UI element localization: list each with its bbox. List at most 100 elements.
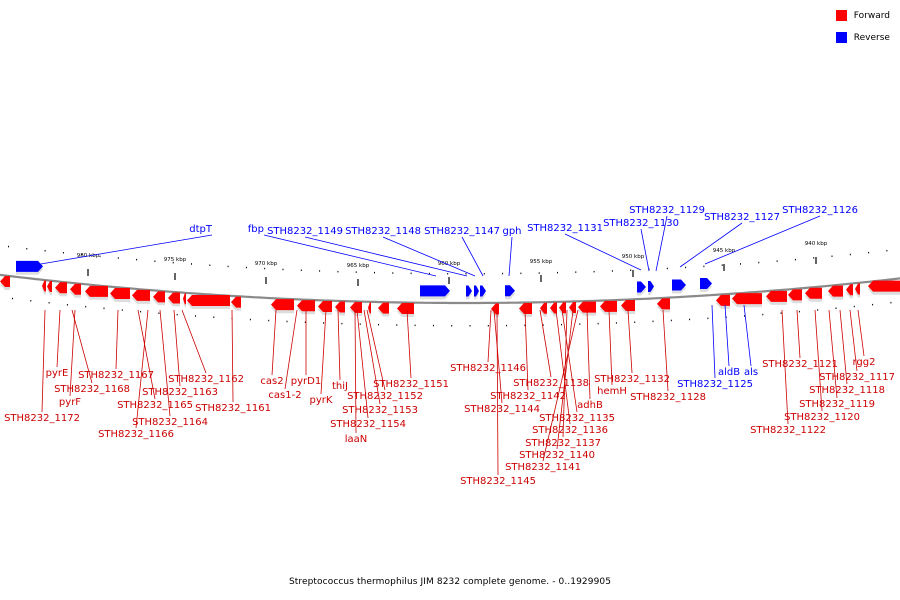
forward-gene-3[interactable] bbox=[47, 281, 52, 296]
forward-gene-label-20[interactable]: laaN bbox=[345, 434, 368, 445]
forward-gene-label-30[interactable]: STH8232_1140 bbox=[519, 450, 595, 461]
forward-gene-label-19[interactable]: STH8232_1154 bbox=[330, 419, 406, 430]
reverse-gene-label-13[interactable]: aldB bbox=[718, 367, 740, 378]
reverse-gene-6[interactable] bbox=[505, 285, 515, 300]
reverse-gene-5[interactable] bbox=[480, 285, 486, 300]
forward-gene-31[interactable] bbox=[657, 298, 670, 313]
forward-gene-label-42[interactable]: rgg2 bbox=[853, 357, 876, 368]
forward-gene-7[interactable] bbox=[110, 288, 130, 302]
reverse-gene-label-7[interactable]: STH8232_1131 bbox=[527, 223, 603, 234]
forward-gene-label-2[interactable]: STH8232_1168 bbox=[54, 384, 130, 395]
forward-gene-17[interactable] bbox=[335, 301, 345, 316]
forward-gene-label-4[interactable]: STH8232_1172 bbox=[4, 413, 80, 424]
forward-gene-label-8[interactable]: STH8232_1164 bbox=[132, 417, 208, 428]
forward-gene-label-41[interactable]: STH8232_1117 bbox=[819, 372, 895, 383]
forward-gene-label-12[interactable]: cas2 bbox=[260, 376, 283, 387]
forward-gene-label-32[interactable]: adhB bbox=[577, 400, 603, 411]
forward-gene-18[interactable] bbox=[350, 301, 362, 316]
forward-gene-label-27[interactable]: STH8232_1136 bbox=[532, 425, 608, 436]
forward-gene-5[interactable] bbox=[70, 283, 81, 298]
forward-gene-2[interactable] bbox=[42, 280, 46, 295]
forward-gene-15[interactable] bbox=[297, 300, 315, 315]
reverse-gene-label-10[interactable]: STH8232_1127 bbox=[704, 212, 780, 223]
reverse-gene-10[interactable] bbox=[700, 277, 712, 292]
forward-gene-38[interactable] bbox=[846, 284, 853, 299]
forward-gene-label-17[interactable]: STH8232_1152 bbox=[347, 391, 423, 402]
forward-gene-34[interactable] bbox=[766, 290, 787, 305]
reverse-gene-9[interactable] bbox=[672, 279, 686, 294]
forward-gene-36[interactable] bbox=[805, 287, 822, 302]
reverse-gene-3[interactable] bbox=[466, 285, 472, 300]
forward-gene-14[interactable] bbox=[271, 299, 294, 314]
reverse-gene-7[interactable] bbox=[637, 281, 646, 296]
forward-gene-label-21[interactable]: STH8232_1151 bbox=[373, 379, 449, 390]
forward-gene-label-1[interactable]: pyrE bbox=[46, 368, 69, 379]
forward-gene-27[interactable] bbox=[569, 301, 576, 316]
forward-gene-32[interactable] bbox=[716, 294, 730, 309]
forward-gene-label-33[interactable]: hemH bbox=[597, 386, 627, 397]
forward-gene-label-25[interactable]: STH8232_1142 bbox=[490, 391, 566, 402]
forward-gene-21[interactable] bbox=[397, 303, 414, 317]
forward-gene-11[interactable] bbox=[183, 293, 186, 308]
reverse-gene-label-5[interactable]: STH8232_1147 bbox=[424, 226, 500, 237]
forward-gene-39[interactable] bbox=[855, 283, 860, 298]
forward-gene-label-3[interactable]: pyrF bbox=[59, 397, 81, 408]
forward-gene-label-16[interactable]: thiJ bbox=[332, 381, 348, 392]
forward-gene-label-24[interactable]: STH8232_1145 bbox=[460, 476, 536, 487]
reverse-gene-label-3[interactable]: STH8232_1149 bbox=[267, 226, 343, 237]
forward-gene-4[interactable] bbox=[55, 282, 67, 297]
forward-gene-29[interactable] bbox=[600, 300, 617, 315]
forward-gene-label-38[interactable]: STH8232_1120 bbox=[784, 412, 860, 423]
reverse-gene-label-9[interactable]: STH8232_1129 bbox=[629, 205, 705, 216]
reverse-gene-label-2[interactable]: fbp bbox=[248, 224, 264, 235]
reverse-gene-label-14[interactable]: als bbox=[744, 367, 758, 378]
forward-gene-6[interactable] bbox=[85, 285, 108, 300]
forward-gene-label-39[interactable]: STH8232_1119 bbox=[799, 399, 875, 410]
forward-gene-label-28[interactable]: STH8232_1135 bbox=[539, 413, 615, 424]
forward-gene-label-10[interactable]: STH8232_1162 bbox=[168, 374, 244, 385]
forward-gene-19[interactable] bbox=[368, 302, 371, 317]
forward-gene-37[interactable] bbox=[828, 285, 843, 300]
reverse-gene-label-6[interactable]: gph bbox=[502, 226, 521, 237]
forward-gene-label-29[interactable]: STH8232_1137 bbox=[525, 438, 601, 449]
forward-gene-label-23[interactable]: STH8232_1144 bbox=[464, 404, 540, 415]
forward-gene-12[interactable] bbox=[187, 294, 230, 309]
forward-gene-label-15[interactable]: pyrK bbox=[310, 395, 333, 406]
forward-gene-label-6[interactable]: STH8232_1165 bbox=[117, 400, 193, 411]
forward-gene-40[interactable] bbox=[868, 280, 900, 295]
forward-gene-33[interactable] bbox=[732, 293, 762, 308]
forward-gene-label-22[interactable]: STH8232_1146 bbox=[450, 363, 526, 374]
reverse-gene-4[interactable] bbox=[474, 285, 479, 300]
reverse-gene-label-4[interactable]: STH8232_1148 bbox=[345, 226, 421, 237]
forward-gene-30[interactable] bbox=[621, 300, 635, 314]
forward-gene-label-34[interactable]: STH8232_1132 bbox=[594, 374, 670, 385]
forward-gene-1[interactable] bbox=[0, 275, 10, 290]
forward-gene-label-18[interactable]: STH8232_1153 bbox=[342, 405, 418, 416]
forward-gene-label-40[interactable]: STH8232_1118 bbox=[809, 385, 885, 396]
forward-gene-10[interactable] bbox=[168, 292, 180, 307]
reverse-gene-label-11[interactable]: STH8232_1126 bbox=[782, 205, 858, 216]
forward-gene-35[interactable] bbox=[788, 289, 802, 304]
reverse-gene-1[interactable] bbox=[16, 260, 43, 275]
forward-gene-label-9[interactable]: STH8232_1163 bbox=[142, 387, 218, 398]
forward-gene-label-36[interactable]: STH8232_1121 bbox=[762, 359, 838, 370]
forward-gene-label-13[interactable]: cas1-2 bbox=[268, 390, 301, 401]
reverse-gene-label-12[interactable]: STH8232_1125 bbox=[677, 379, 753, 390]
forward-gene-9[interactable] bbox=[153, 291, 165, 306]
forward-gene-label-11[interactable]: STH8232_1161 bbox=[195, 403, 271, 414]
forward-gene-label-31[interactable]: STH8232_1141 bbox=[505, 462, 581, 473]
forward-gene-label-26[interactable]: STH8232_1138 bbox=[513, 378, 589, 389]
reverse-gene-label-8[interactable]: STH8232_1130 bbox=[603, 218, 679, 229]
reverse-gene-label-1[interactable]: dtpT bbox=[189, 224, 213, 235]
forward-gene-20[interactable] bbox=[378, 302, 389, 317]
forward-gene-label-35[interactable]: STH8232_1128 bbox=[630, 392, 706, 403]
forward-gene-label-7[interactable]: STH8232_1166 bbox=[98, 429, 174, 440]
forward-gene-13[interactable] bbox=[231, 296, 241, 311]
forward-gene-25[interactable] bbox=[550, 302, 557, 317]
forward-gene-label-37[interactable]: STH8232_1122 bbox=[750, 425, 826, 436]
forward-gene-23[interactable] bbox=[519, 303, 532, 317]
forward-gene-label-5[interactable]: STH8232_1167 bbox=[78, 370, 154, 381]
reverse-gene-8[interactable] bbox=[648, 281, 654, 295]
forward-gene-label-14[interactable]: pyrD1 bbox=[291, 376, 321, 387]
forward-gene-16[interactable] bbox=[318, 300, 332, 315]
